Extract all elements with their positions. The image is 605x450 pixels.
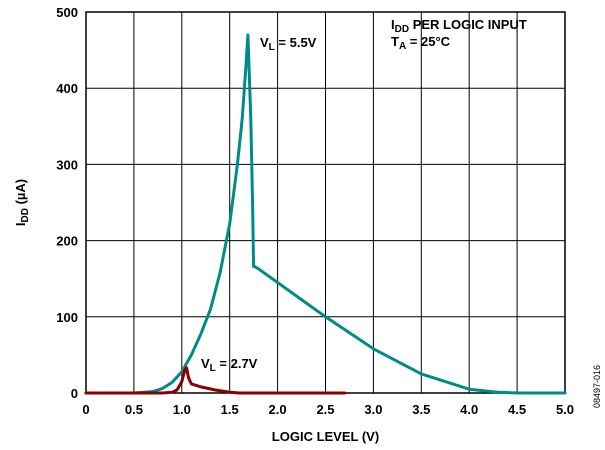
x-tick-label: 0 <box>82 402 89 417</box>
y-axis-label-main: I <box>13 222 28 226</box>
y-tick-label: 100 <box>56 310 78 325</box>
y-tick-label: 0 <box>71 386 78 401</box>
series-group <box>84 33 567 395</box>
series-line-0 <box>84 33 567 395</box>
figure-code: 08497-016 <box>592 365 602 408</box>
annotation-1-sub: DD <box>395 24 409 35</box>
series-line-1 <box>84 366 347 395</box>
x-tick-label: 1.0 <box>173 402 191 417</box>
y-axis-label-unit: (µA) <box>13 179 28 208</box>
series-1-label-main: V <box>201 356 210 371</box>
x-tick-labels: 0 0.5 1.0 1.5 2.0 2.5 3.0 3.5 4.0 4.5 5.0 <box>82 402 574 417</box>
annotation-temperature: TA = 25°C <box>391 34 451 52</box>
y-axis-label-sub: DD <box>20 208 31 222</box>
series-1-label-rest: = 2.7V <box>216 356 258 371</box>
x-axis-label: LOGIC LEVEL (V) <box>272 429 379 444</box>
x-tick-label: 0.5 <box>125 402 143 417</box>
y-tick-label: 400 <box>56 81 78 96</box>
y-tick-label: 200 <box>56 234 78 249</box>
annotation-1-main: I <box>391 17 395 32</box>
x-tick-label: 4.5 <box>508 402 526 417</box>
x-tick-label: 3.0 <box>364 402 382 417</box>
annotation-2-sub: A <box>399 41 406 52</box>
series-0-label-rest: = 5.5V <box>275 35 317 50</box>
y-axis-label: IDD (µA) <box>13 179 31 226</box>
x-tick-label: 4.0 <box>460 402 478 417</box>
series-label-vl-2-7v: VL = 2.7V <box>201 356 258 374</box>
x-tick-label: 2.0 <box>269 402 287 417</box>
annotation-2-main: T <box>391 34 399 49</box>
series-label-vl-5-5v: VL = 5.5V <box>260 35 317 53</box>
grid <box>86 12 565 393</box>
y-tick-label: 500 <box>56 5 78 20</box>
x-tick-label: 1.5 <box>221 402 239 417</box>
annotation-1-rest: PER LOGIC INPUT <box>409 17 527 32</box>
annotation-2-rest: = 25°C <box>406 34 450 49</box>
y-tick-label: 300 <box>56 157 78 172</box>
series-0-label-sub: L <box>269 42 275 53</box>
x-tick-label: 3.5 <box>412 402 430 417</box>
series-0-label-main: V <box>260 35 269 50</box>
y-tick-labels: 0 100 200 300 400 500 <box>56 5 78 401</box>
x-tick-label: 2.5 <box>316 402 334 417</box>
annotation-idd-per-logic-input: IDD PER LOGIC INPUT <box>391 17 527 35</box>
x-tick-label: 5.0 <box>556 402 574 417</box>
series-1-label-sub: L <box>210 363 216 374</box>
